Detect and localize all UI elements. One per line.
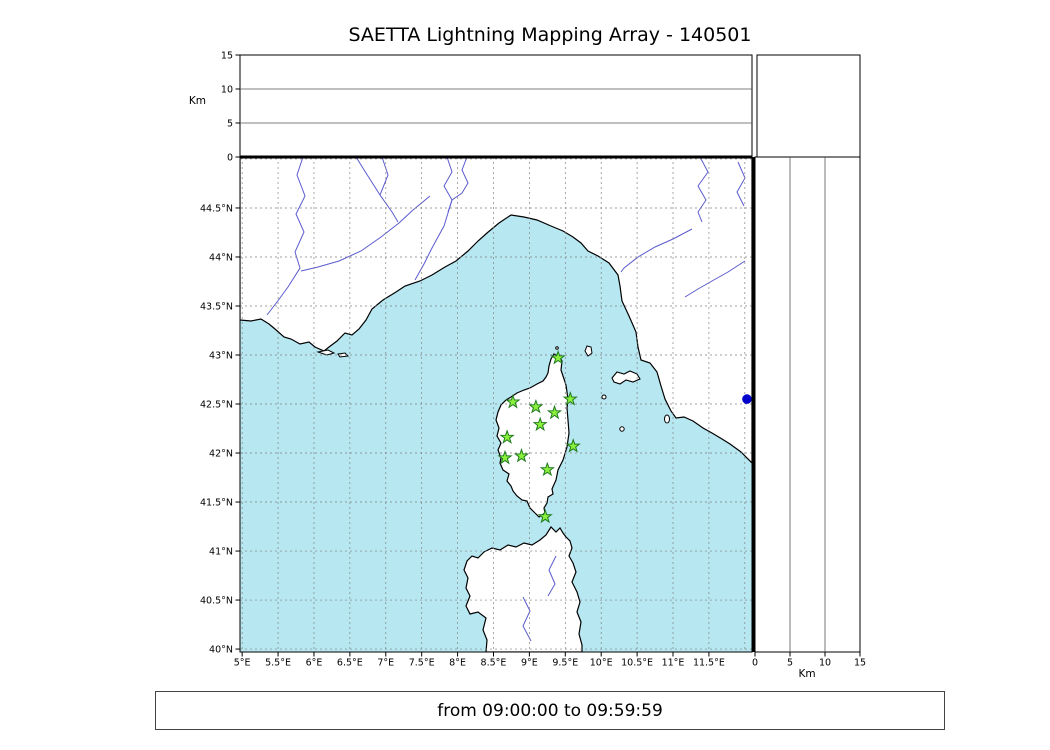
station-marker: [550, 349, 566, 365]
lon-tick-label: 7°E: [377, 658, 394, 669]
lon-tick-label: 5°E: [234, 658, 251, 669]
station-marker: [532, 416, 548, 432]
lon-tick-label: 9°E: [521, 658, 538, 669]
time-range-box: from 09:00:00 to 09:59:59: [155, 691, 945, 730]
alt-tick-label-left: 10: [221, 85, 233, 96]
station-marker: [528, 399, 544, 414]
island-montecristo: [619, 426, 625, 432]
alt-tick-label-bottom: 10: [819, 658, 831, 669]
lat-tick-label: 44°N: [209, 252, 233, 263]
station-marker: [562, 391, 578, 406]
river: [414, 199, 453, 281]
station-marker: [539, 461, 555, 477]
alt-axis-label-left: Km: [189, 95, 206, 107]
station-marker: [499, 429, 515, 444]
lat-tick-label: 40.5°N: [200, 596, 233, 607]
lat-tick-label: 41.5°N: [200, 498, 233, 509]
river: [684, 260, 746, 298]
lon-tick-label: 8.5°E: [481, 658, 507, 669]
alt-tick-label-left: 15: [221, 51, 233, 62]
lat-tick-label: 41°N: [209, 547, 233, 558]
station-marker: [537, 508, 553, 524]
alt-vs-lon-panel: [239, 54, 753, 158]
lon-tick-label: 6°E: [306, 658, 323, 669]
lon-tick-label: 7.5°E: [409, 658, 435, 669]
lat-tick-label: 43°N: [209, 351, 233, 362]
figure-title: SAETTA Lightning Mapping Array - 140501: [348, 24, 752, 46]
island-giglio: [664, 414, 670, 424]
alt-tick-label-bottom: 15: [854, 658, 866, 669]
river: [522, 596, 532, 642]
lon-tick-label: 10.5°E: [621, 658, 653, 669]
river: [620, 228, 693, 273]
island-pianosa: [601, 394, 607, 400]
lon-tick-label: 11.5°E: [693, 658, 725, 669]
lat-tick-label: 44.5°N: [200, 203, 233, 214]
station-marker: [505, 393, 521, 409]
rivers-layer: [266, 157, 746, 642]
tick-labels: 5°E 5.5°E 6°E 6.5°E 7°E 7.5°E 8°E 8.5°E 9°E 9.5°E…: [200, 51, 866, 669]
island-giraglia: [555, 346, 559, 350]
lat-tick-label: 40°N: [209, 645, 233, 656]
lon-tick-label: 10°E: [590, 658, 613, 669]
lon-tick-label: 6.5°E: [337, 658, 363, 669]
alt-tick-label-bottom: 0: [752, 658, 758, 669]
river: [266, 157, 306, 316]
markers-layer: [497, 349, 752, 524]
station-marker: [513, 447, 530, 463]
lon-tick-label: 9.5°E: [552, 658, 578, 669]
island-capraia: [584, 345, 593, 357]
tick-marks: [235, 54, 861, 657]
river: [736, 161, 746, 207]
island-corsica: [495, 353, 570, 518]
station-marker: [546, 404, 563, 420]
alt-vs-lat-gridlines: [789, 157, 826, 652]
map-gridlines: [240, 157, 752, 652]
map-panel: [240, 157, 752, 652]
island-elba: [611, 370, 641, 385]
alt-histogram-panel: [756, 54, 861, 158]
lon-tick-label: 11°E: [662, 658, 685, 669]
river: [355, 157, 381, 196]
alt-tick-label-left: 5: [227, 119, 233, 130]
source-point: [742, 394, 752, 404]
lat-tick-label: 42.5°N: [200, 400, 233, 411]
river: [300, 195, 431, 272]
alt-vs-lon-gridlines: [240, 88, 752, 124]
lat-tick-label: 42°N: [209, 449, 233, 460]
time-range-text: from 09:00:00 to 09:59:59: [437, 700, 663, 721]
river: [451, 157, 469, 201]
station-marker: [497, 449, 513, 465]
lat-tick-label: 43.5°N: [200, 301, 233, 312]
coastline-mainland: [240, 157, 752, 464]
alt-tick-label-bottom: 5: [787, 658, 793, 669]
river: [547, 555, 557, 597]
lon-tick-label: 5.5°E: [265, 658, 291, 669]
alt-axis-label-bottom: Km: [798, 668, 815, 680]
river: [697, 157, 709, 223]
station-marker: [565, 438, 581, 453]
alt-vs-lat-panel: [754, 156, 861, 653]
lon-tick-label: 8°E: [449, 658, 466, 669]
alt-tick-label-left: 0: [227, 153, 233, 164]
